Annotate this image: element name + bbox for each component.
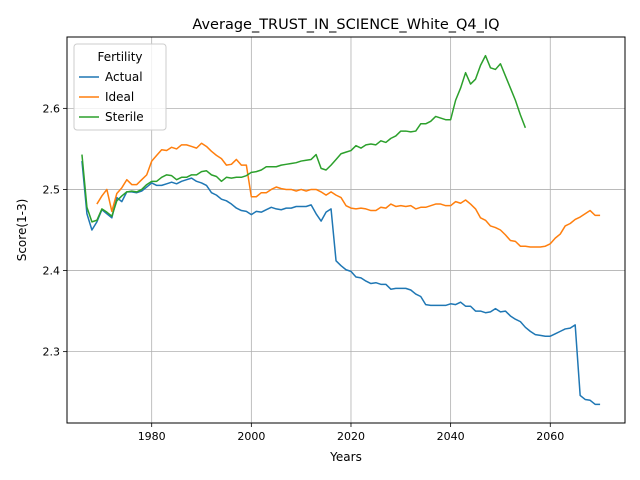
legend-label-ideal: Ideal (105, 90, 134, 104)
y-axis-label: Score(1-3) (15, 199, 29, 262)
x-axis-label: Years (329, 450, 362, 464)
x-tick-label: 2060 (536, 430, 564, 443)
series-layer (81, 54, 601, 406)
x-axis-ticks: 1980 2000 2020 2040 2060 (138, 423, 564, 443)
legend-label-actual: Actual (105, 70, 143, 84)
legend-title: Fertility (97, 50, 142, 64)
plot-frame (66, 36, 626, 424)
y-tick-label: 2.3 (43, 346, 61, 359)
y-axis-ticks: 2.3 2.4 2.5 2.6 (43, 102, 67, 359)
y-tick-label: 2.4 (43, 265, 61, 278)
legend-label-sterile: Sterile (105, 110, 144, 124)
chart-title: Average_TRUST_IN_SCIENCE_White_Q4_IQ (192, 17, 499, 33)
series-line-actual (81, 160, 601, 406)
x-tick-label: 2000 (237, 430, 265, 443)
x-tick-label: 2020 (337, 430, 365, 443)
x-tick-label: 1980 (138, 430, 166, 443)
y-tick-label: 2.5 (43, 183, 61, 196)
legend-entries: Actual Ideal Sterile (79, 70, 144, 124)
legend: Fertility Actual Ideal Sterile (73, 43, 167, 131)
x-tick-label: 2040 (437, 430, 465, 443)
legend-box (73, 43, 167, 131)
series-line-ideal (96, 142, 601, 248)
series-line-sterile (81, 54, 527, 223)
y-tick-label: 2.6 (43, 102, 61, 115)
